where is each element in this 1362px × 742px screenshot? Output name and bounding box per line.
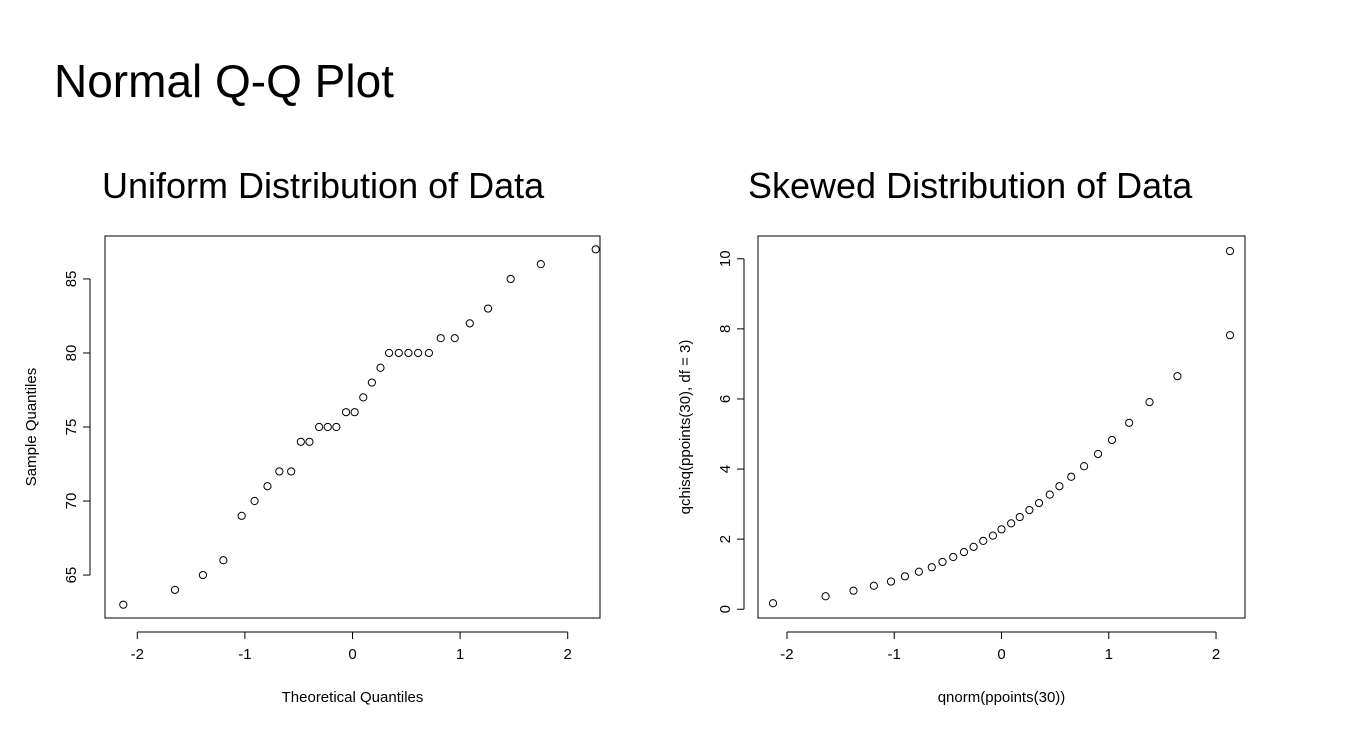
plot-frame: [757, 235, 1246, 619]
data-point: [1125, 418, 1134, 427]
x-tick-label: 1: [456, 646, 464, 663]
skewed-qq-plot: -2 -1 0 1 2 qnorm(ppoints(30)) 0 2 4 6 8 10 qchisq(p…: [677, 235, 1246, 706]
x-tick-label: -2: [780, 646, 793, 663]
y-tick-label: 70: [63, 493, 80, 510]
y-tick-label: 6: [717, 395, 734, 403]
right-chart-title: Skewed Distribution of Data: [748, 165, 1193, 206]
y-tick-label: 80: [63, 345, 80, 362]
data-point: [1107, 435, 1117, 445]
data-point: [886, 577, 896, 586]
data-point: [1093, 449, 1103, 459]
data-point: [332, 422, 341, 432]
data-point: [315, 422, 324, 432]
y-tick-label: 75: [63, 419, 80, 436]
x-axis-label: qnorm(ppoints(30)): [938, 689, 1066, 706]
x-tick-label: 2: [564, 646, 572, 663]
data-point: [404, 348, 413, 358]
data-point: [969, 542, 978, 551]
data-point: [768, 599, 778, 608]
y-axis-label: Sample Quantiles: [23, 368, 40, 486]
data-point: [436, 334, 445, 343]
slide-title: Normal Q-Q Plot: [54, 55, 394, 107]
data-point: [869, 581, 878, 590]
data-point: [198, 570, 208, 580]
y-tick-label: 0: [717, 605, 734, 613]
data-point: [394, 348, 403, 358]
y-axis-label: qchisq(ppoints(30), df = 3): [677, 340, 694, 515]
x-tick-label: 0: [997, 646, 1005, 663]
x-tick-label: 2: [1212, 646, 1220, 663]
x-tick-label: 0: [348, 646, 356, 663]
x-tick-label: -1: [238, 646, 251, 663]
data-point: [927, 563, 936, 572]
data-point: [536, 260, 545, 269]
data-point: [367, 378, 376, 387]
y-tick-label: 65: [63, 567, 80, 584]
x-axis-label: Theoretical Quantiles: [282, 689, 424, 706]
data-point: [1145, 398, 1154, 407]
data-point: [1015, 512, 1024, 522]
data-point: [1055, 482, 1064, 491]
data-point: [323, 422, 332, 432]
data-point: [359, 393, 368, 402]
data-point: [275, 467, 284, 476]
data-point: [997, 525, 1006, 534]
data-point: [959, 548, 969, 557]
data-point: [384, 348, 394, 358]
y-tick-label: 4: [717, 465, 734, 473]
data-point: [1067, 472, 1076, 481]
data-point: [938, 557, 947, 567]
data-point: [1079, 462, 1089, 471]
data-point: [979, 536, 988, 545]
data-point: [914, 567, 924, 576]
y-tick-label: 85: [63, 271, 80, 288]
x-tick-label: -1: [888, 646, 901, 663]
data-point: [821, 592, 830, 601]
uniform-qq-plot: -2 -1 0 1 2 Theoretical Quantiles 65 70 75 80 85 Sa…: [23, 235, 601, 706]
data-point: [1025, 505, 1034, 515]
data-point: [900, 572, 910, 581]
data-point: [988, 531, 998, 540]
data-point: [949, 552, 958, 562]
data-point: [414, 348, 423, 358]
data-point: [170, 585, 180, 594]
data-point: [849, 586, 858, 595]
data-point: [1225, 331, 1235, 340]
data-point: [424, 348, 434, 358]
data-point: [506, 274, 515, 284]
left-chart-title: Uniform Distribution of Data: [102, 165, 545, 206]
data-point: [1225, 246, 1235, 256]
y-tick-label: 10: [717, 250, 734, 267]
data-point: [119, 600, 128, 609]
data-point: [341, 408, 351, 417]
data-point: [483, 304, 493, 313]
data-point: [219, 556, 228, 565]
data-point: [1007, 519, 1016, 528]
data-point: [376, 363, 385, 372]
data-point: [263, 482, 272, 491]
data-point: [237, 511, 246, 520]
data-point: [465, 319, 474, 328]
data-point: [296, 437, 305, 446]
data-point: [305, 437, 314, 446]
data-point: [450, 334, 459, 343]
data-point: [1173, 372, 1182, 381]
data-point: [1045, 490, 1054, 499]
x-tick-label: -2: [131, 646, 144, 663]
y-tick-label: 8: [717, 325, 734, 333]
data-point: [287, 467, 296, 476]
plot-frame: [104, 235, 601, 619]
y-tick-label: 2: [717, 535, 734, 543]
x-tick-label: 1: [1105, 646, 1113, 663]
data-point: [591, 245, 600, 254]
data-point: [350, 408, 359, 417]
data-point: [250, 496, 259, 506]
data-point: [1034, 498, 1044, 508]
